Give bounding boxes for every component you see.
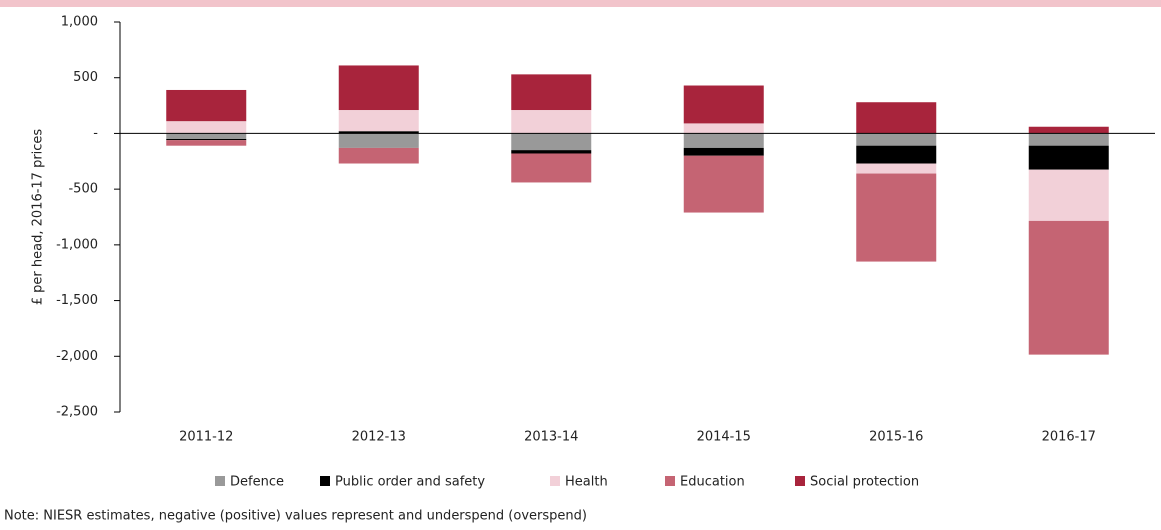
x-tick-label: 2016-17 — [1042, 430, 1096, 445]
note: Note: NIESR estimates, negative (positiv… — [4, 509, 587, 524]
bar-segment — [856, 133, 937, 146]
legend-swatch — [215, 476, 225, 486]
y-tick-label: -500 — [68, 182, 98, 197]
bar-segment — [166, 139, 247, 141]
bar-segment — [1028, 169, 1109, 221]
bar-segment — [338, 147, 419, 164]
bar-segment — [338, 133, 419, 148]
bar-segment — [338, 131, 419, 134]
bar-segment — [511, 153, 592, 183]
bar-segment — [166, 89, 247, 122]
legend-label: Social protection — [810, 475, 919, 490]
header-band — [0, 0, 1161, 7]
x-tick-label: 2011-12 — [179, 430, 233, 445]
legend-label: Public order and safety — [335, 475, 485, 490]
bar-segment — [166, 140, 247, 146]
bar-segment — [856, 145, 937, 164]
bar-segment — [683, 155, 764, 213]
y-tick-label: -1,000 — [56, 237, 98, 252]
bar-segment — [338, 65, 419, 111]
bar-segment — [511, 150, 592, 154]
bar-segment — [511, 74, 592, 111]
y-tick-label: 1,000 — [61, 15, 98, 30]
bar-segment — [856, 173, 937, 262]
legend-swatch — [795, 476, 805, 486]
y-axis-label: £ per head, 2016-17 prices — [31, 129, 46, 306]
bar-segment — [683, 123, 764, 134]
legend-swatch — [550, 476, 560, 486]
y-tick-label: -1,500 — [56, 293, 98, 308]
y-tick-label: 500 — [73, 70, 98, 85]
x-tick-label: 2015-16 — [869, 430, 923, 445]
bar-segment — [856, 163, 937, 174]
bar-segment — [683, 133, 764, 148]
bar-segment — [683, 147, 764, 156]
bar-segment — [1028, 220, 1109, 355]
bar-segment — [166, 133, 247, 139]
y-tick-label: - — [93, 126, 98, 141]
x-tick-label: 2013-14 — [524, 430, 578, 445]
legend-label: Education — [680, 475, 745, 490]
y-tick-label: -2,500 — [56, 405, 98, 420]
legend-label: Defence — [230, 475, 284, 490]
x-tick-label: 2014-15 — [697, 430, 751, 445]
bar-segment — [1028, 133, 1109, 146]
legend-label: Health — [565, 475, 608, 490]
bar-segment — [683, 85, 764, 124]
x-tick-label: 2012-13 — [352, 430, 406, 445]
legend-swatch — [665, 476, 675, 486]
bar-segment — [166, 121, 247, 134]
bar-segment — [511, 110, 592, 134]
bar-segment — [1028, 126, 1109, 134]
bar-segment — [511, 133, 592, 151]
y-tick-label: -2,000 — [56, 349, 98, 364]
legend-swatch — [320, 476, 330, 486]
bar-segment — [338, 110, 419, 132]
bar-segment — [1028, 145, 1109, 170]
bar-segment — [856, 102, 937, 134]
